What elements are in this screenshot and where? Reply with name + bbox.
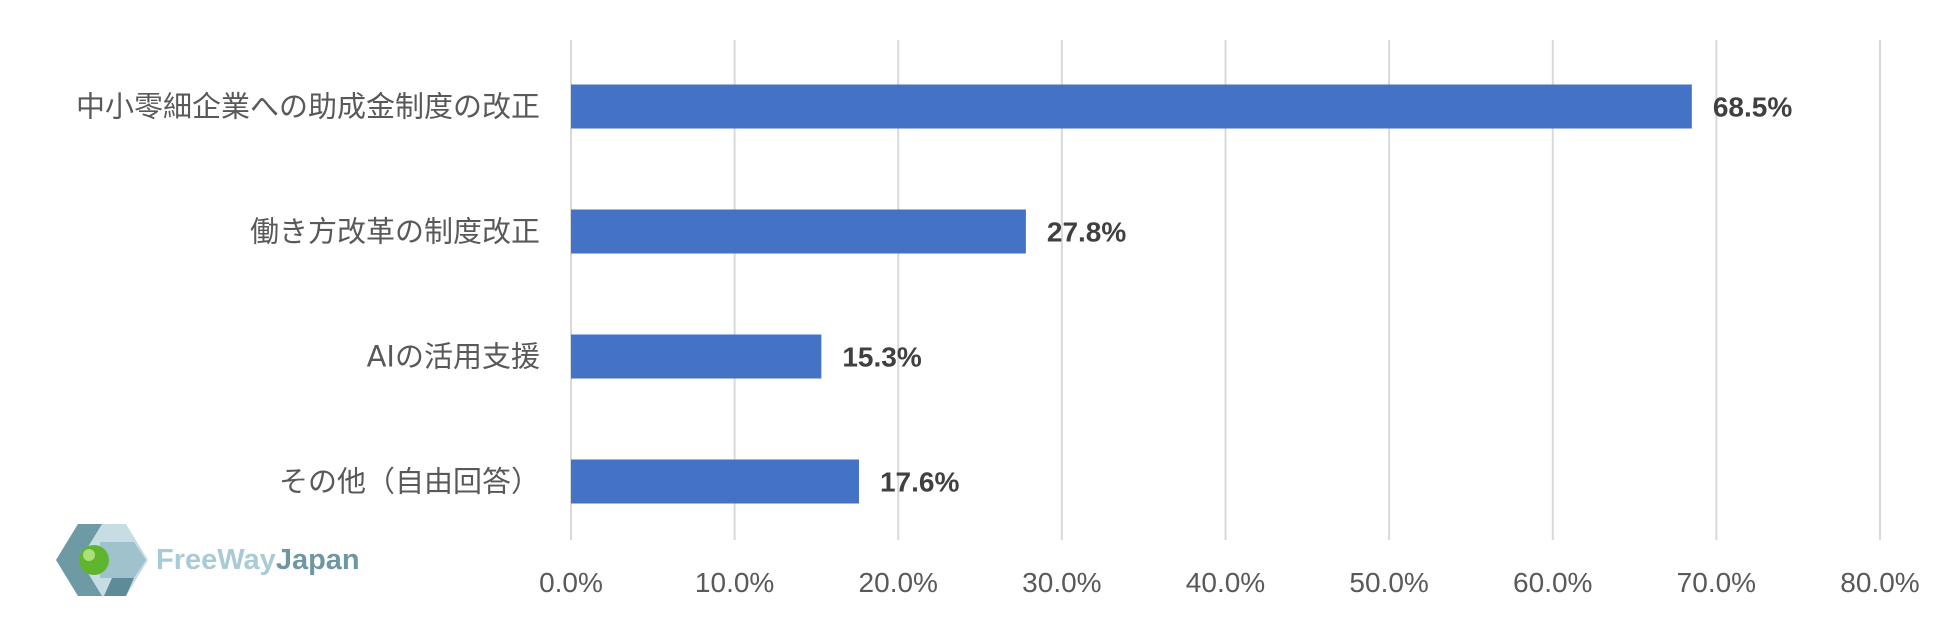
x-tick-label: 0.0% [539,567,603,598]
logo-mark-icon [56,524,148,596]
x-tick-label: 70.0% [1677,567,1756,598]
data-labels: 68.5% 27.8% 15.3% 17.6% [842,92,1792,498]
bar [571,84,1692,129]
bar [571,334,822,379]
logo-wordmark: FreeWayJapan [156,544,360,577]
bar [571,209,1026,254]
data-label: 68.5% [1713,92,1792,123]
x-tick-label: 20.0% [859,567,938,598]
x-tick-label: 40.0% [1186,567,1265,598]
x-tick-label: 10.0% [695,567,774,598]
data-label: 27.8% [1047,217,1126,248]
category-label: AIの活用支援 [367,340,540,374]
x-tick-label: 80.0% [1840,567,1919,598]
category-label: 中小零細企業への助成金制度の改正 [76,90,540,124]
freewayjapan-logo: FreeWayJapan [54,522,374,598]
x-tick-label: 30.0% [1022,567,1101,598]
category-label: 働き方改革の制度改正 [250,215,540,249]
logo-text-japan: Japan [275,544,360,576]
bars [571,84,1692,504]
category-label: その他（自由回答） [279,465,540,499]
logo-text-freeway: FreeWay [156,544,276,576]
x-tick-label: 50.0% [1349,567,1428,598]
x-tick-label: 60.0% [1513,567,1592,598]
x-axis-tick-labels: 0.0% 10.0% 20.0% 30.0% 40.0% 50.0% 60.0% 70.0% 8… [539,567,1920,598]
bar [571,459,859,504]
data-label: 15.3% [842,342,921,373]
data-label: 17.6% [880,467,959,498]
